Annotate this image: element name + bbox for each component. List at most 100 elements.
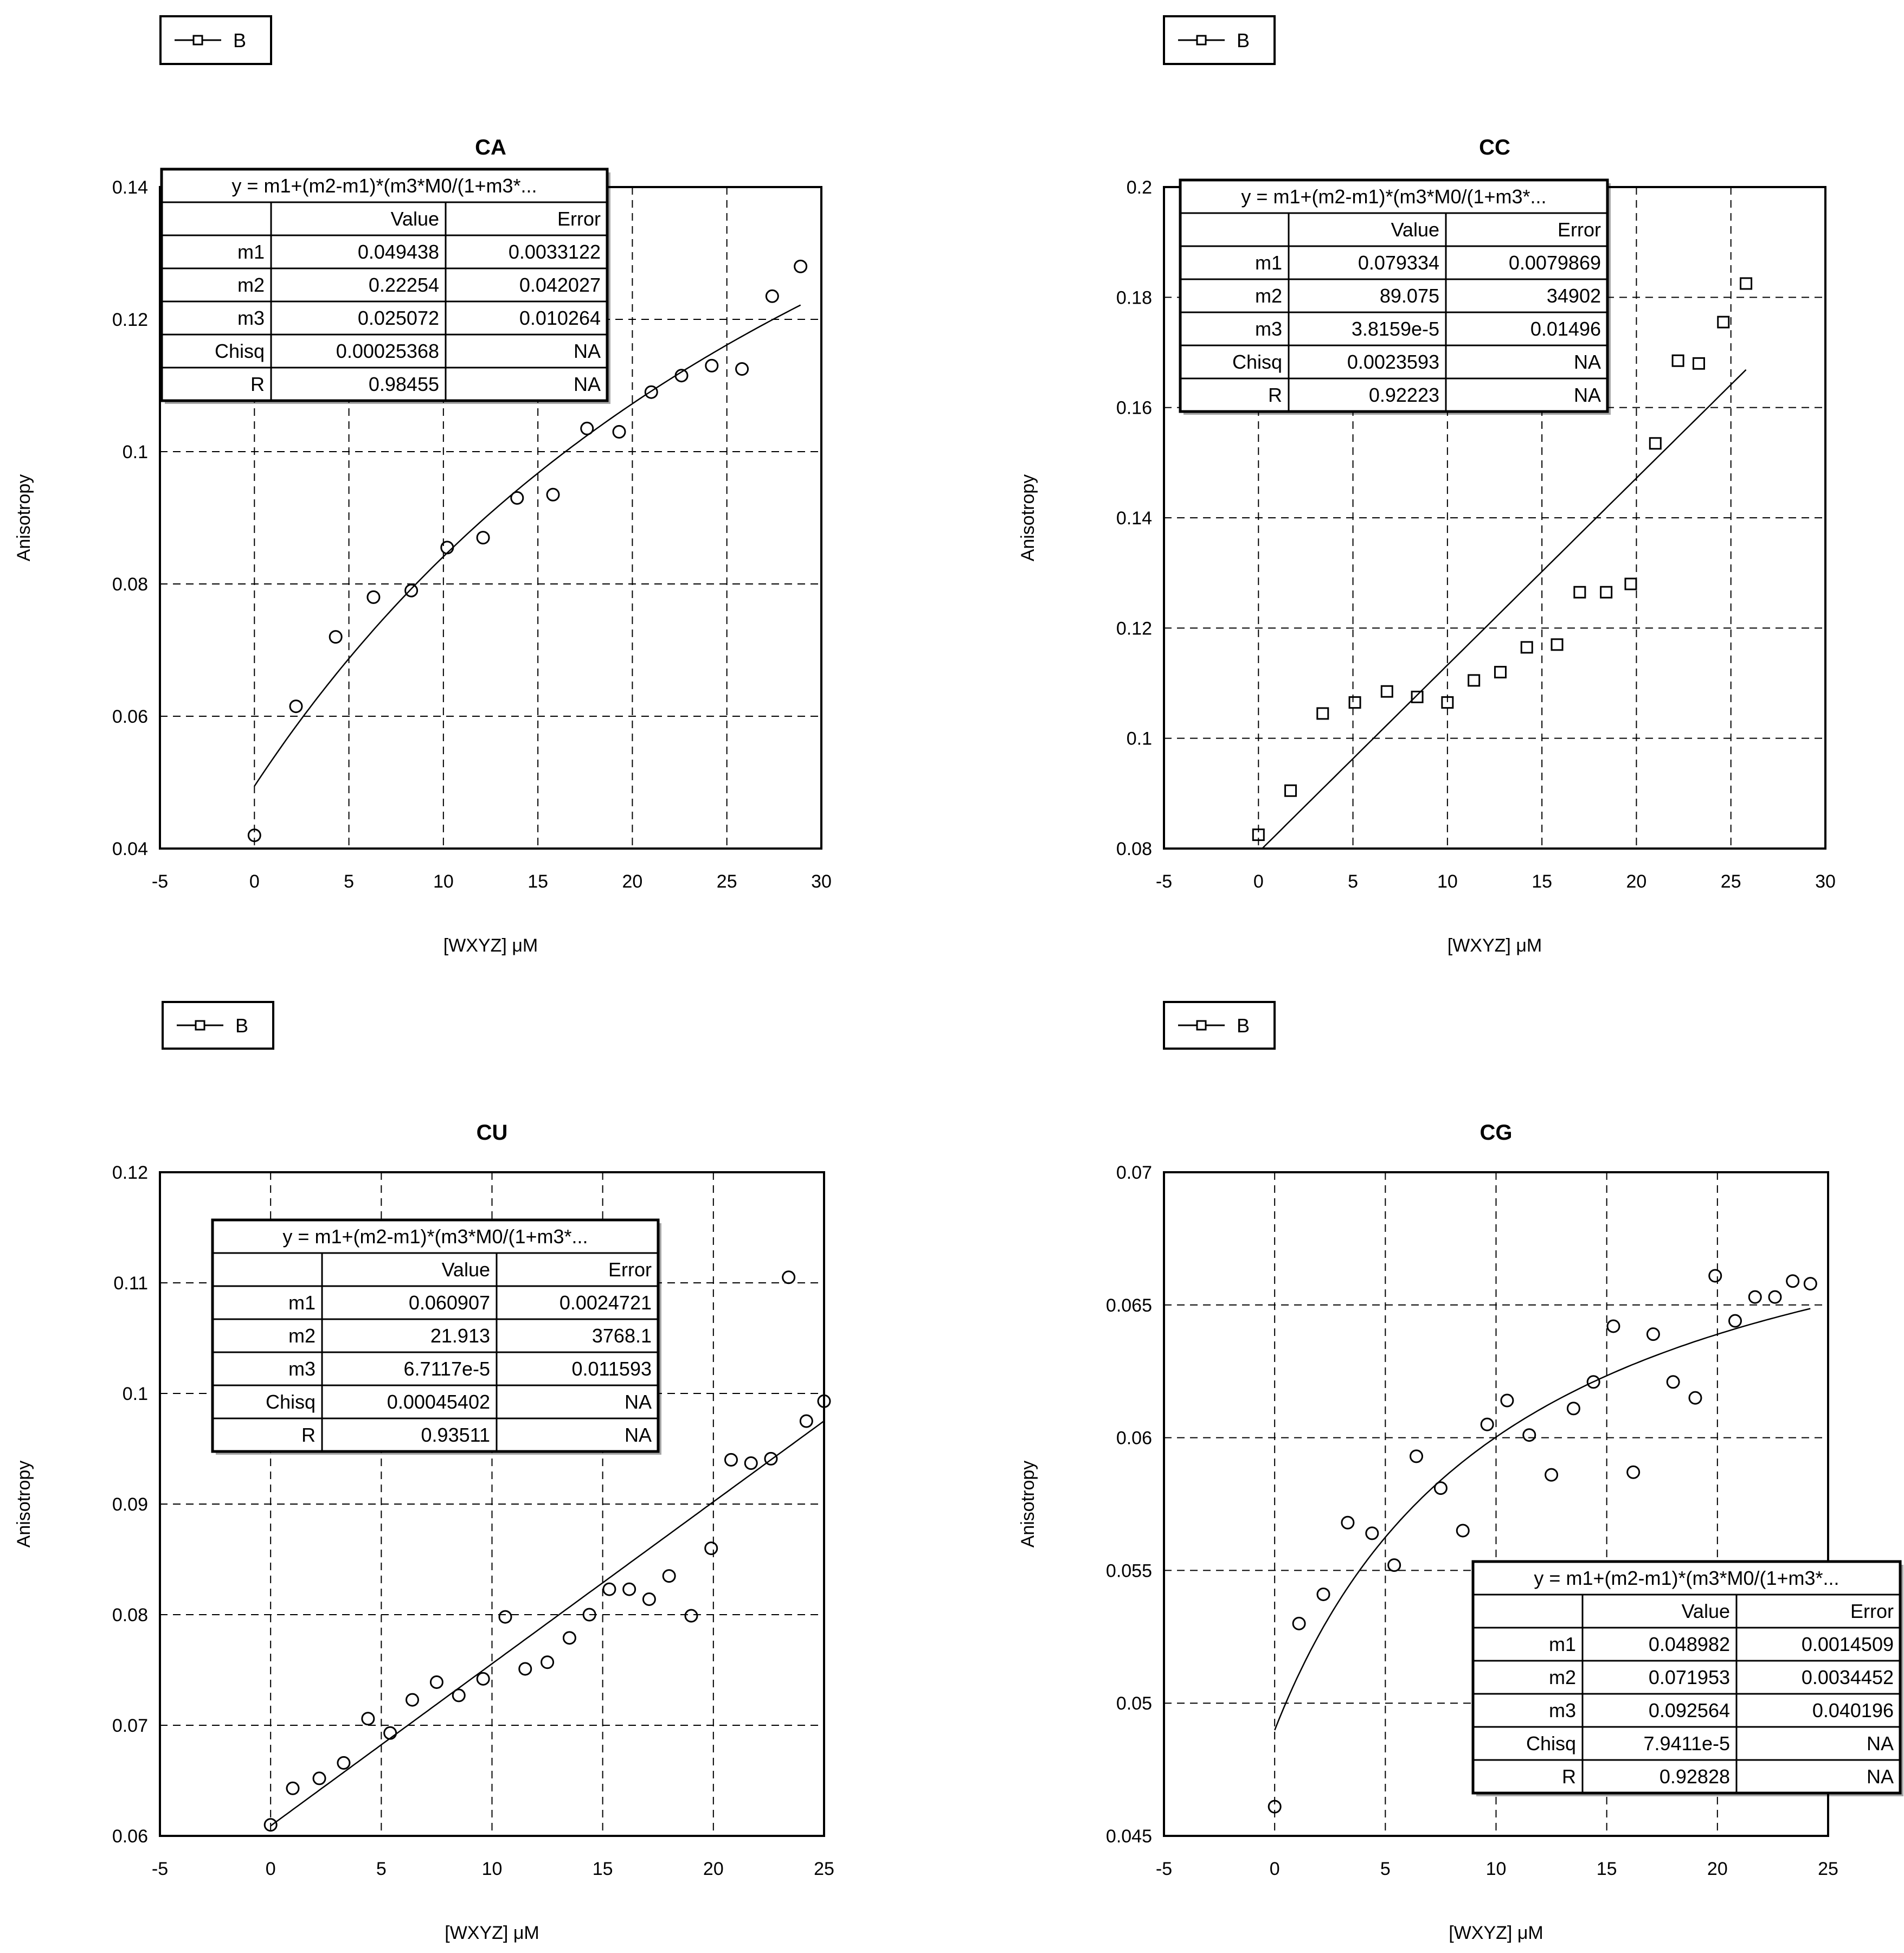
data-point [1600, 586, 1613, 599]
x-tick-label: 0 [1253, 871, 1264, 892]
data-point [1387, 1558, 1401, 1572]
legend-label: B [1237, 29, 1250, 52]
legend-marker-square-icon [195, 1020, 205, 1031]
y-tick-label: 0.065 [1106, 1295, 1152, 1316]
data-point [1573, 586, 1586, 599]
x-axis-title: [WXYZ] μM [1449, 1923, 1543, 1943]
fit-table-header: Value [1682, 1600, 1730, 1622]
data-point [406, 1693, 419, 1707]
y-tick-label: 0.08 [1116, 839, 1152, 859]
fit-table-header: Value [1391, 219, 1439, 241]
x-tick-label: 10 [433, 871, 454, 892]
data-point [247, 828, 261, 843]
y-axis-title: Anisotropy [14, 474, 34, 562]
data-point [1740, 277, 1753, 290]
y-tick-label: 0.06 [1116, 1428, 1152, 1449]
data-point [1468, 674, 1481, 687]
y-tick-label: 0.05 [1116, 1693, 1152, 1714]
data-point [1252, 828, 1265, 841]
fit-equation: y = m1+(m2-m1)*(m3*M0/(1+m3*... [1534, 1567, 1839, 1589]
data-point [312, 1771, 326, 1785]
data-point [744, 1456, 758, 1470]
fit-param-error: NA [625, 1424, 652, 1446]
data-point [518, 1662, 532, 1676]
data-point [1708, 1269, 1722, 1283]
fit-table-header: Value [442, 1258, 490, 1281]
fit-param-error: NA [1867, 1732, 1894, 1755]
data-point [1522, 1428, 1536, 1442]
fit-param-error: 0.0033122 [509, 241, 601, 263]
data-point [289, 699, 303, 714]
fit-param-name: m2 [1255, 285, 1282, 307]
fit-param-value: 0.0023593 [1347, 351, 1439, 373]
data-point [799, 1414, 813, 1428]
data-point [1341, 1515, 1355, 1530]
x-axis-title: [WXYZ] μM [445, 1923, 539, 1943]
data-point [1586, 1375, 1600, 1389]
data-point [366, 590, 381, 604]
data-point [498, 1610, 512, 1624]
data-point [337, 1756, 351, 1770]
y-tick-label: 0.12 [112, 1162, 148, 1183]
fit-param-error: NA [574, 340, 601, 362]
data-point [1500, 1393, 1514, 1408]
y-axis-title: Anisotropy [1018, 474, 1038, 562]
y-tick-label: 0.11 [113, 1273, 148, 1294]
fit-param-name: Chisq [1232, 351, 1282, 373]
fit-param-error: 0.010264 [519, 307, 601, 329]
data-point [705, 358, 719, 372]
fit-param-name: m1 [288, 1292, 316, 1314]
data-point [562, 1631, 576, 1645]
chart-title: CA [475, 136, 506, 159]
fit-table: y = m1+(m2-m1)*(m3*M0/(1+m3*... Value Erro… [211, 1218, 661, 1455]
fit-table-box [1179, 178, 1609, 413]
data-point [440, 541, 454, 555]
fit-param-error: 3768.1 [592, 1325, 652, 1347]
fit-param-value: 0.048982 [1649, 1633, 1730, 1655]
fit-table-header: Value [391, 208, 439, 230]
data-point [1456, 1524, 1470, 1538]
x-tick-label: 30 [811, 871, 832, 892]
x-tick-label: 25 [1721, 871, 1741, 892]
data-point [1717, 316, 1730, 329]
fit-param-error: 0.011593 [572, 1358, 652, 1380]
x-tick-label: 25 [717, 871, 737, 892]
data-point [404, 583, 419, 598]
data-point [452, 1688, 466, 1703]
data-point [1348, 696, 1361, 709]
data-point [429, 1675, 443, 1689]
fit-param-name: Chisq [215, 340, 265, 362]
fit-param-value: 7.9411e-5 [1644, 1732, 1730, 1755]
fit-param-error: NA [1574, 384, 1601, 406]
x-tick-label: 5 [376, 1859, 387, 1879]
chart-cu: B CU -5 0 5 10 15 20 25 0.06 0.07 0.08 0.09 0.1 0.11 0.… [14, 1001, 834, 1943]
fit-param-error: NA [625, 1391, 652, 1413]
y-tick-label: 0.16 [1116, 398, 1152, 419]
x-tick-label: 5 [344, 871, 354, 892]
data-point [1441, 696, 1454, 709]
fit-param-value: 0.22254 [369, 274, 439, 296]
x-tick-label: 0 [249, 871, 260, 892]
data-point [1748, 1290, 1762, 1304]
x-tick-label: 5 [1380, 1859, 1391, 1879]
x-tick-label: 30 [1815, 871, 1836, 892]
x-tick-label: -5 [1156, 871, 1172, 892]
fit-param-name: m3 [1255, 318, 1282, 340]
legend: B [1163, 15, 1276, 65]
x-tick-label: 0 [1270, 1859, 1280, 1879]
data-point [1316, 707, 1329, 720]
legend: B [159, 15, 272, 65]
x-tick-label: -5 [1156, 1859, 1172, 1879]
fit-param-value: 0.079334 [1358, 252, 1439, 274]
y-tick-label: 0.07 [112, 1716, 148, 1736]
data-point [286, 1781, 300, 1795]
fit-param-error: 0.040196 [1812, 1699, 1894, 1721]
data-point [735, 362, 749, 376]
fit-param-name: m2 [288, 1325, 316, 1347]
fit-param-error: 0.0024721 [559, 1292, 652, 1314]
fit-table: y = m1+(m2-m1)*(m3*M0/(1+m3*... Value Erro… [1179, 178, 1611, 415]
data-point [476, 531, 490, 545]
fit-param-name: m3 [237, 307, 265, 329]
x-tick-label: 25 [1818, 1859, 1838, 1879]
data-point [1803, 1277, 1817, 1291]
